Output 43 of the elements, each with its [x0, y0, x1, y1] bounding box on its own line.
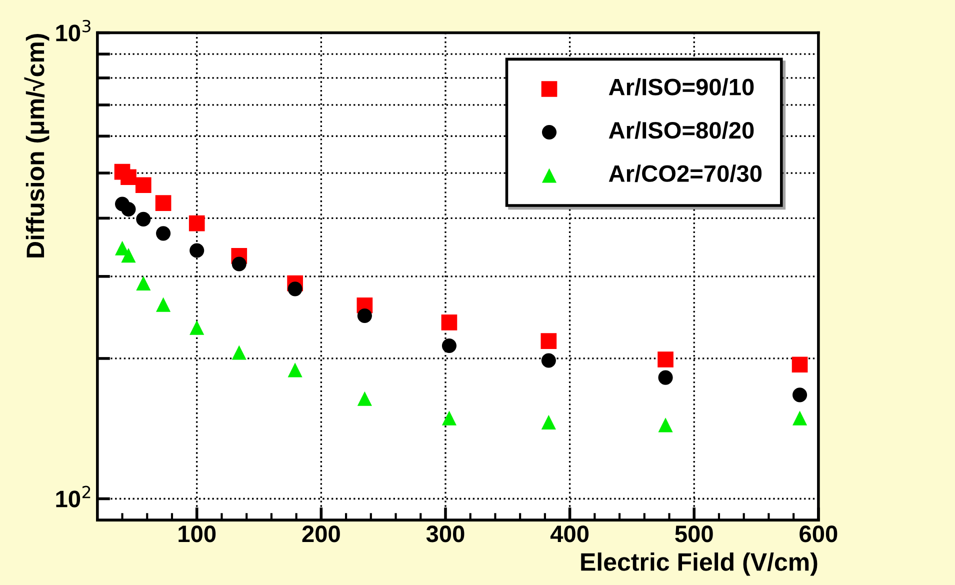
- x-tick-label: 400: [550, 526, 589, 542]
- point: [188, 215, 205, 232]
- legend-label: Ar/CO2=70/30: [608, 164, 762, 182]
- x-tick-label: 200: [302, 526, 340, 542]
- point: [288, 282, 302, 296]
- point: [155, 195, 172, 212]
- point: [288, 362, 302, 378]
- point: [658, 352, 674, 368]
- point: [541, 353, 556, 368]
- point: [136, 212, 151, 226]
- point: [136, 276, 151, 291]
- point: [232, 256, 246, 272]
- point: [442, 410, 457, 426]
- x-axis-title: Electric Field (V/cm): [581, 552, 818, 576]
- x-tick-label: 100: [178, 526, 216, 542]
- point: [190, 320, 204, 335]
- point: [541, 414, 556, 430]
- point: [232, 345, 246, 360]
- legend-label: Ar/ISO=80/20: [608, 121, 754, 139]
- y-tick-label: 10$^{2}$: [56, 486, 90, 508]
- point: [658, 418, 673, 432]
- point: [357, 391, 372, 406]
- point: [135, 177, 152, 194]
- point: [792, 388, 808, 402]
- y-tick-label: 10$^{3}$: [56, 20, 90, 42]
- point: [792, 356, 808, 373]
- point: [121, 248, 136, 263]
- point: [120, 169, 136, 186]
- x-tick-label: 600: [800, 526, 838, 542]
- point: [357, 308, 372, 324]
- point: [792, 410, 808, 426]
- point: [121, 202, 136, 217]
- point: [190, 243, 204, 258]
- y-axis-title: Diffusion (μm/√cm): [24, 34, 50, 258]
- point: [156, 226, 171, 241]
- point: [442, 338, 457, 354]
- point: [156, 297, 171, 312]
- point: [658, 370, 673, 385]
- point: [441, 314, 458, 330]
- point: [540, 333, 557, 349]
- x-tick-label: 500: [675, 526, 713, 542]
- x-tick-label: 300: [426, 526, 464, 542]
- legend-label: Ar/ISO=90/10: [608, 78, 754, 96]
